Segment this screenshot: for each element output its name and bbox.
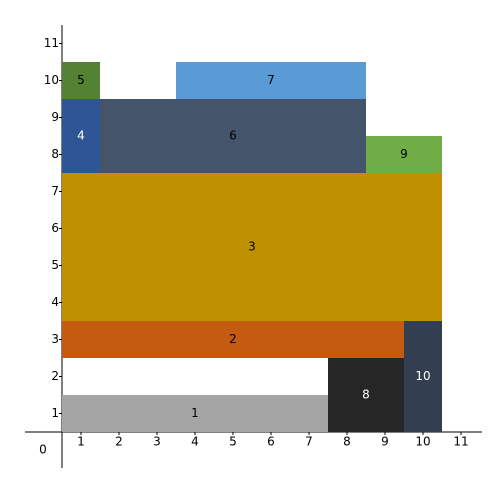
x-tick-label: 9 (381, 435, 389, 449)
y-tick-label: 6 (51, 221, 59, 235)
y-tick-label: 4 (51, 295, 59, 309)
rect-label: 6 (229, 129, 237, 143)
rect (366, 136, 442, 173)
y-tick-label: 9 (51, 110, 59, 124)
x-tick-label: 11 (453, 435, 468, 449)
rect-label: 4 (77, 129, 85, 143)
y-tick-label: 1 (51, 406, 59, 420)
x-tick-label: 8 (343, 435, 351, 449)
rect (62, 62, 100, 99)
rect (62, 395, 328, 432)
rect (404, 321, 442, 432)
rect (328, 358, 404, 432)
rect-label: 5 (77, 73, 85, 87)
y-tick-label: 11 (44, 36, 59, 50)
rect-label: 9 (400, 147, 408, 161)
x-tick-label: 10 (415, 435, 430, 449)
origin-label: 0 (39, 443, 47, 457)
rect-label: 10 (415, 369, 430, 383)
y-tick-label: 3 (51, 332, 59, 346)
rect-label: 7 (267, 73, 275, 87)
rect-label: 8 (362, 388, 370, 402)
rect-label: 2 (229, 332, 237, 346)
rect (100, 99, 366, 173)
rect (62, 321, 404, 358)
x-tick-label: 6 (267, 435, 275, 449)
y-tick-label: 2 (51, 369, 59, 383)
x-tick-label: 1 (77, 435, 85, 449)
rect-label: 1 (191, 406, 199, 420)
rect-label: 3 (248, 240, 256, 254)
y-tick-label: 10 (44, 73, 59, 87)
y-tick-label: 7 (51, 184, 59, 198)
rect (62, 173, 442, 321)
x-tick-label: 7 (305, 435, 313, 449)
y-tick-label: 8 (51, 147, 59, 161)
x-tick-label: 4 (191, 435, 199, 449)
x-tick-label: 3 (153, 435, 161, 449)
y-tick-label: 5 (51, 258, 59, 272)
x-tick-label: 5 (229, 435, 237, 449)
rect (62, 99, 100, 173)
x-tick-label: 2 (115, 435, 123, 449)
rect (176, 62, 366, 99)
